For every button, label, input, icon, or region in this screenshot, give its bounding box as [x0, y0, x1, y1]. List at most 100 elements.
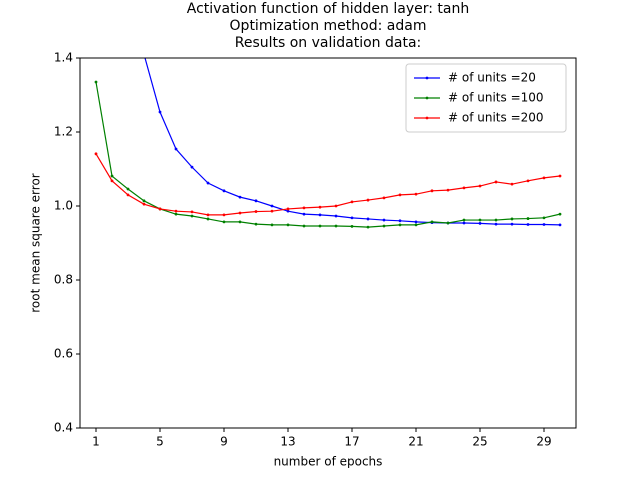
point	[318, 224, 322, 228]
point	[478, 221, 482, 225]
point	[222, 189, 226, 193]
point	[94, 152, 98, 156]
point	[398, 193, 402, 197]
series-line	[95, 153, 561, 216]
point	[174, 209, 178, 213]
point	[478, 218, 482, 222]
y-tick-label: 0.4	[54, 421, 73, 435]
point	[558, 223, 562, 227]
point	[382, 196, 386, 200]
point	[558, 212, 562, 216]
y-tick-label: 0.6	[54, 347, 73, 361]
point	[510, 222, 514, 226]
x-tick-label: 5	[156, 435, 164, 449]
point	[542, 176, 546, 180]
point	[462, 218, 466, 222]
point	[334, 224, 338, 228]
point	[350, 216, 354, 220]
point	[542, 223, 546, 226]
point	[398, 219, 402, 223]
point	[126, 193, 130, 197]
y-tick-label: 1.4	[54, 51, 73, 65]
point	[398, 223, 402, 227]
point	[526, 217, 530, 220]
point	[302, 224, 306, 228]
point	[494, 180, 498, 184]
point	[494, 218, 498, 222]
point	[526, 223, 530, 226]
point	[270, 209, 274, 213]
legend-marker	[425, 76, 429, 80]
legend-box	[405, 63, 567, 133]
point	[414, 220, 418, 224]
point	[382, 224, 386, 228]
legend-label: # of units =20	[448, 71, 536, 85]
point	[286, 209, 290, 213]
axes-frame	[79, 57, 577, 429]
point	[238, 220, 242, 224]
x-tick-label: 13	[280, 435, 295, 449]
point	[366, 217, 370, 221]
point	[350, 200, 354, 204]
point	[318, 213, 322, 217]
legend-label: # of units =100	[448, 91, 544, 105]
point	[366, 225, 370, 229]
point	[254, 210, 258, 213]
y-tick-label: 1.2	[54, 125, 73, 139]
x-tick-label: 1	[92, 435, 100, 449]
legend-marker	[425, 116, 429, 120]
point	[494, 222, 498, 226]
chart-title: Results on validation data:	[235, 35, 422, 51]
point	[270, 204, 274, 208]
point	[254, 222, 258, 226]
point	[110, 174, 114, 178]
point	[190, 214, 194, 218]
point	[414, 192, 418, 196]
x-axis-label: number of epochs	[274, 455, 383, 469]
point	[414, 223, 418, 227]
point	[302, 212, 306, 216]
point	[142, 202, 146, 206]
legend-marker	[425, 96, 429, 100]
point	[94, 80, 98, 84]
point	[174, 147, 178, 151]
point	[510, 217, 514, 221]
point	[190, 210, 194, 214]
point	[286, 223, 290, 227]
point	[190, 165, 194, 169]
plot-area	[94, 58, 562, 229]
chart-title: Activation function of hidden layer: tan…	[187, 1, 469, 17]
point	[382, 218, 386, 222]
point	[366, 198, 370, 202]
point	[526, 179, 530, 183]
point	[158, 110, 162, 114]
x-tick-label: 21	[408, 435, 423, 449]
point	[510, 182, 514, 186]
point	[142, 199, 146, 203]
point	[174, 212, 178, 216]
point	[446, 188, 450, 192]
series-line	[144, 58, 561, 226]
point	[270, 223, 274, 227]
y-axis-label: root mean square error	[29, 173, 43, 313]
point	[222, 213, 226, 217]
x-tick-label: 17	[344, 435, 359, 449]
point	[206, 213, 210, 217]
point	[126, 187, 130, 191]
point	[302, 206, 306, 210]
point	[206, 181, 210, 185]
point	[110, 179, 114, 183]
y-tick-label: 0.8	[54, 273, 73, 287]
legend-label: # of units =200	[448, 111, 544, 125]
point	[430, 220, 434, 224]
point	[542, 216, 546, 220]
point	[238, 211, 242, 215]
point	[350, 224, 354, 228]
point	[446, 221, 450, 225]
point	[206, 217, 210, 221]
point	[462, 186, 466, 190]
point	[430, 189, 434, 193]
point	[238, 195, 242, 199]
chart-title: Optimization method: adam	[230, 18, 427, 34]
